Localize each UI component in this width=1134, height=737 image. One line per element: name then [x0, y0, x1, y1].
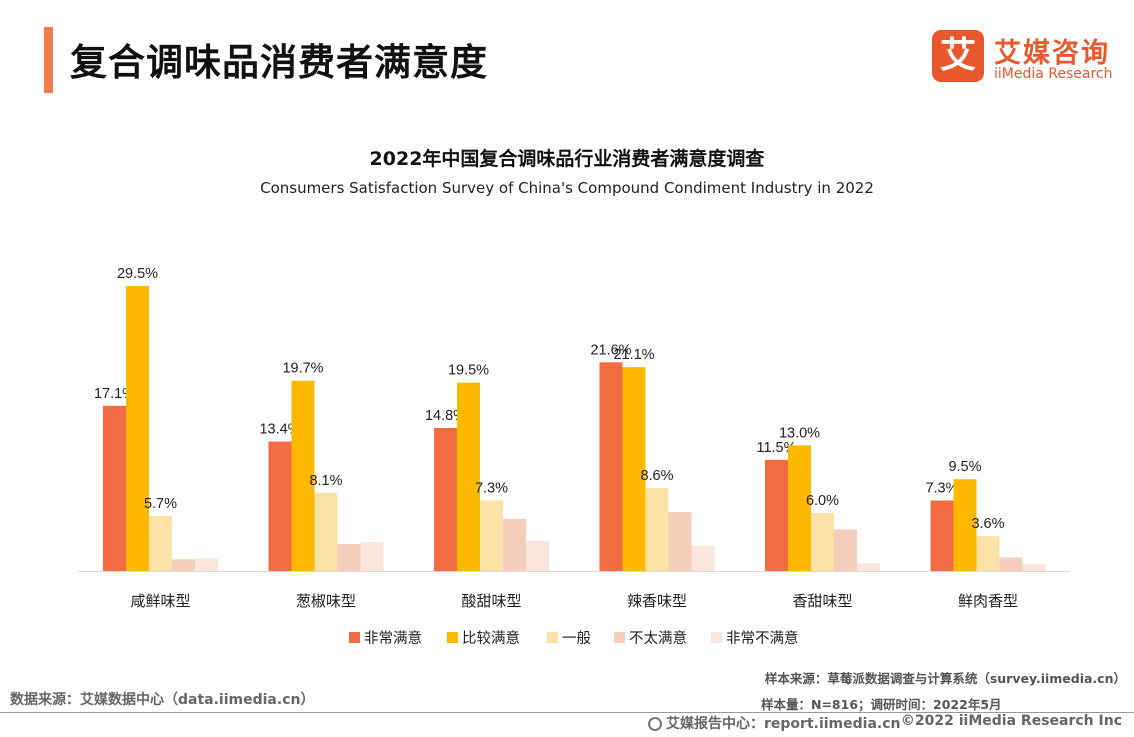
x-tick-label: 咸鲜味型: [130, 592, 190, 610]
bar: [195, 558, 218, 571]
x-tick-label: 辣香味型: [627, 592, 687, 610]
bar: [360, 542, 384, 571]
data-label: 3.6%: [971, 516, 1004, 532]
logo-english-name: iiMedia Research: [994, 66, 1113, 82]
iimedia-logo: 艾 艾媒咨询 iiMedia Research: [932, 30, 1122, 88]
copyright: ©2022 iiMedia Research Inc: [900, 713, 1122, 729]
data-label: 8.1%: [309, 473, 342, 489]
bar: [337, 543, 361, 571]
x-tick-label: 鲜肉香型: [958, 592, 1018, 610]
data-label: 13.0%: [779, 425, 820, 441]
bar: [314, 492, 338, 571]
bar: [811, 513, 834, 571]
data-label: 19.7%: [282, 361, 323, 377]
data-label: 9.5%: [948, 459, 981, 475]
bar: [953, 479, 977, 571]
bar: [930, 500, 954, 571]
bar: [291, 380, 315, 571]
data-label: 6.0%: [806, 493, 839, 509]
bar: [434, 428, 457, 571]
x-tick-label: 酸甜味型: [461, 592, 521, 610]
bar: [765, 459, 788, 571]
data-label: 19.5%: [448, 363, 489, 379]
bar: [172, 559, 195, 571]
legend-swatch: [547, 632, 558, 643]
bar: [788, 445, 811, 571]
bar: [503, 518, 526, 571]
legend-swatch: [349, 632, 360, 643]
legend-label: 不太满意: [629, 629, 687, 647]
bar: [645, 487, 669, 571]
data-label: 7.3%: [925, 480, 958, 496]
bar: [999, 557, 1023, 571]
legend-swatch: [614, 632, 625, 643]
logo-chinese-name: 艾媒咨询: [994, 38, 1110, 69]
chart-title: 2022年中国复合调味品行业消费者满意度调查: [369, 148, 765, 170]
x-tick-label: 葱椒味型: [296, 592, 356, 610]
bar: [691, 545, 715, 571]
bar: [457, 382, 480, 571]
sample-size: 样本量：N=816；调研时间：2022年5月: [761, 697, 1002, 712]
legend-label: 非常满意: [364, 629, 422, 647]
logo-mark: 艾: [932, 30, 984, 82]
data-label: 5.7%: [144, 496, 177, 512]
bar: [126, 286, 149, 571]
bar: [622, 367, 646, 571]
data-label: 29.5%: [117, 266, 158, 282]
globe-icon: [648, 717, 662, 731]
bar: [149, 515, 172, 571]
legend-label: 比较满意: [462, 629, 520, 647]
bar: [480, 500, 503, 571]
report-center: 艾媒报告中心：report.iimedia.cn: [648, 713, 901, 733]
chart-subtitle: Consumers Satisfaction Survey of China's…: [260, 179, 874, 197]
sample-source: 样本来源：草莓派数据调查与计算系统（survey.iimedia.cn）: [764, 671, 1126, 686]
bar: [834, 529, 857, 571]
data-label: 13.4%: [259, 422, 300, 438]
data-label: 14.8%: [425, 408, 466, 424]
title-accent-bar: [44, 27, 53, 93]
data-label: 21.6%: [590, 342, 631, 358]
bar: [857, 563, 880, 571]
page-title: 复合调味品消费者满意度: [70, 41, 488, 84]
legend-swatch: [711, 632, 722, 643]
bar: [268, 441, 292, 571]
report-center-text: 艾媒报告中心：report.iimedia.cn: [666, 716, 901, 732]
legend-swatch: [447, 632, 458, 643]
legend-label: 一般: [562, 630, 591, 647]
data-label: 17.1%: [94, 386, 135, 402]
data-label: 7.3%: [475, 480, 508, 496]
x-tick-label: 香甜味型: [792, 592, 852, 610]
bar: [668, 512, 692, 571]
bar: [1022, 564, 1046, 571]
legend-label: 非常不满意: [726, 629, 799, 647]
data-label: 21.1%: [613, 347, 654, 363]
data-label: 11.5%: [756, 440, 796, 456]
bar: [526, 541, 549, 571]
footer-divider: [0, 712, 1134, 713]
bar: [103, 405, 126, 571]
bar: [976, 536, 1000, 571]
data-label: 8.6%: [640, 468, 673, 484]
bar: [599, 362, 623, 571]
data-source: 数据来源：艾媒数据中心（data.iimedia.cn）: [10, 692, 315, 708]
